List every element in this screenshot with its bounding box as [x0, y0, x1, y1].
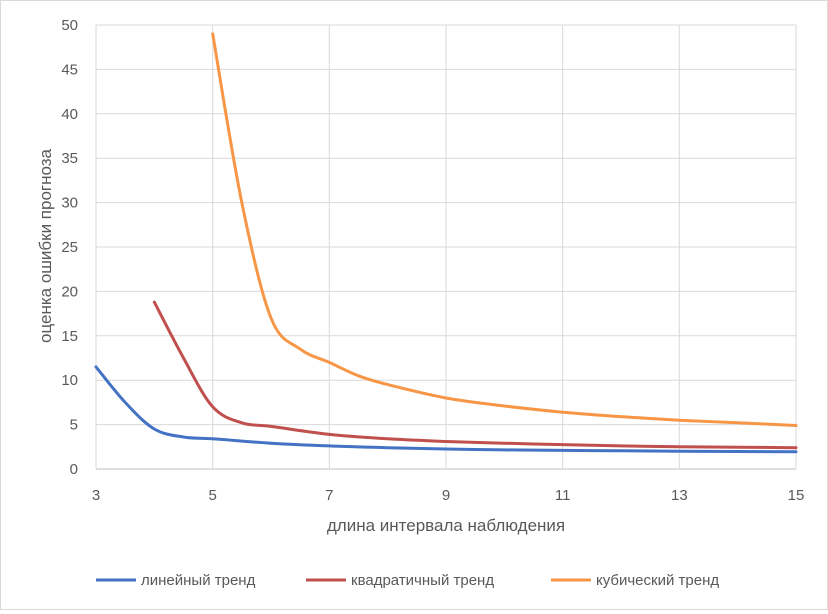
series-line-cubic — [211, 32, 798, 427]
x-axis-title: длина интервала наблюдения — [327, 516, 565, 535]
grid — [95, 24, 797, 470]
series-line-quadratic — [152, 300, 798, 450]
series-lines — [94, 32, 798, 454]
x-tick-label: 7 — [325, 487, 333, 504]
y-tick-label: 10 — [61, 372, 78, 389]
legend-label-quadratic: квадратичный тренд — [351, 572, 494, 589]
y-tick-label: 35 — [61, 150, 78, 167]
legend-label-linear: линейный тренд — [141, 572, 256, 589]
x-axis-ticks: 3 5 7 9 11 13 15 — [92, 487, 805, 504]
y-tick-label: 15 — [61, 328, 78, 345]
y-axis-ticks: 0 5 10 15 20 25 30 35 40 45 50 — [61, 17, 78, 478]
y-tick-label: 0 — [70, 461, 78, 478]
x-tick-label: 11 — [555, 487, 571, 504]
legend: линейный тренд квадратичный тренд кубическ… — [96, 572, 719, 589]
y-tick-label: 25 — [61, 239, 78, 256]
y-tick-label: 45 — [61, 61, 78, 78]
series-line-linear — [94, 365, 798, 454]
y-tick-label: 5 — [70, 417, 78, 434]
y-axis-title: оценка ошибки прогноза — [36, 148, 55, 343]
x-tick-label: 13 — [671, 487, 688, 504]
legend-label-cubic: кубический тренд — [596, 572, 719, 589]
y-tick-label: 40 — [61, 106, 78, 123]
y-tick-label: 30 — [61, 195, 78, 212]
y-tick-label: 50 — [61, 17, 78, 34]
y-tick-label: 20 — [61, 283, 78, 300]
x-tick-label: 5 — [208, 487, 216, 504]
x-tick-label: 3 — [92, 487, 100, 504]
x-tick-label: 9 — [442, 487, 450, 504]
x-tick-label: 15 — [788, 487, 805, 504]
